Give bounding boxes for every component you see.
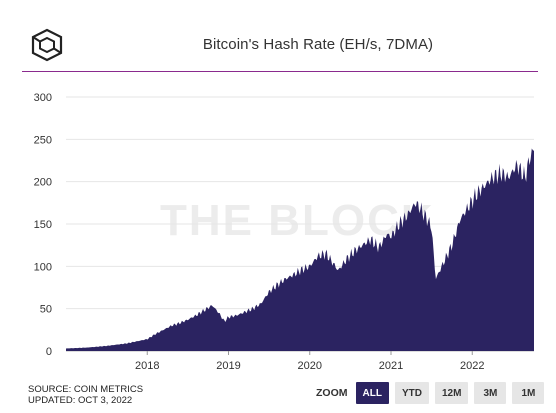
- x-tick-label: 2020: [298, 360, 322, 370]
- zoom-12m-button[interactable]: 12M: [434, 382, 469, 404]
- zoom-controls: ZOOM ALL YTD 12M 3M 1M: [316, 382, 550, 404]
- zoom-all-button[interactable]: ALL: [355, 382, 389, 404]
- y-tick-label: 50: [40, 304, 52, 316]
- title-divider: [22, 71, 538, 72]
- zoom-label: ZOOM: [316, 387, 348, 399]
- cube-logo-icon: [31, 28, 63, 62]
- y-tick-label: 0: [46, 346, 52, 358]
- zoom-ytd-button[interactable]: YTD: [394, 382, 429, 404]
- x-tick-label: 2022: [460, 360, 484, 370]
- hash-rate-area: [66, 148, 534, 351]
- updated-text: UPDATED: OCT 3, 2022: [28, 395, 133, 406]
- hash-rate-chart: 0 50 100 150 200 250 300 2018 2019 2020 2021 2022: [34, 92, 534, 370]
- y-tick-label: 250: [34, 134, 52, 146]
- source-text: SOURCE: COIN METRICS: [28, 384, 144, 395]
- x-tick-label: 2019: [216, 360, 240, 370]
- y-tick-label: 200: [34, 177, 52, 189]
- x-tick-label: 2018: [135, 360, 159, 370]
- y-tick-label: 100: [34, 261, 52, 273]
- source-note: SOURCE: COIN METRICS UPDATED: OCT 3, 202…: [28, 384, 143, 406]
- y-tick-label: 300: [34, 92, 52, 104]
- chart-title: Bitcoin's Hash Rate (EH/s, 7DMA): [202, 36, 434, 53]
- zoom-3m-button[interactable]: 3M: [474, 382, 507, 404]
- x-tick-label: 2021: [379, 360, 403, 370]
- zoom-1m-button[interactable]: 1M: [512, 382, 545, 404]
- y-tick-label: 150: [34, 219, 52, 231]
